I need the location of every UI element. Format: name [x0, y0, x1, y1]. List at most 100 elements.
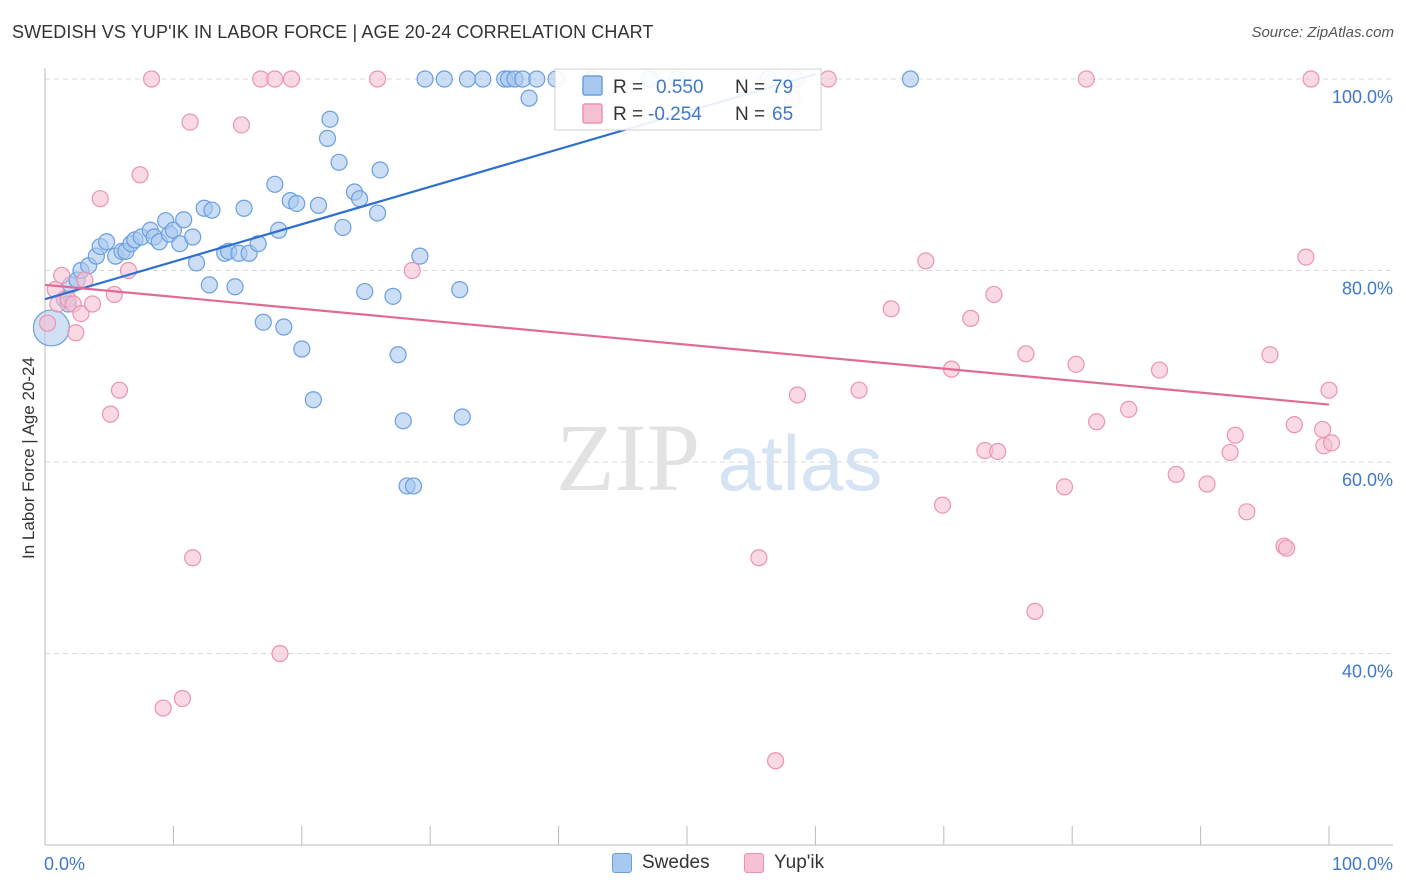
stats-n-value-yupik: 65 — [772, 104, 793, 125]
data-point-yupik — [1150, 361, 1169, 379]
data-point-swedes — [350, 190, 369, 208]
data-point-yupik — [1226, 426, 1244, 444]
data-point-yupik — [989, 442, 1007, 461]
trend-line-yupik — [44, 283, 1330, 406]
data-point-swedes — [184, 228, 202, 246]
data-point-yupik — [1055, 478, 1074, 496]
data-point-yupik — [110, 381, 129, 399]
data-point-yupik — [101, 405, 120, 423]
x-tick-label-min: 0.0% — [44, 854, 85, 874]
data-point-swedes — [288, 194, 306, 213]
legend-label-yupik: Yup'ik — [774, 852, 825, 873]
data-point-swedes — [293, 340, 311, 358]
data-point-swedes — [435, 70, 453, 88]
stats-r-label-swedes: R = — [613, 77, 643, 98]
data-point-yupik — [368, 70, 387, 88]
data-point-yupik — [788, 386, 807, 404]
data-point-swedes — [275, 318, 293, 336]
legend-swatch-yupik — [744, 853, 764, 873]
y-tick-label: 40.0% — [1342, 662, 1393, 682]
data-point-yupik — [1261, 346, 1279, 364]
data-point-yupik — [1285, 416, 1303, 434]
data-point-yupik — [819, 70, 837, 88]
data-point-yupik — [1026, 602, 1044, 620]
data-point-yupik — [1167, 465, 1185, 484]
data-point-yupik — [750, 549, 768, 567]
y-axis-label: In Labor Force | Age 20-24 — [19, 357, 38, 559]
data-point-yupik — [1077, 70, 1095, 88]
data-point-yupik — [142, 70, 161, 88]
data-point-yupik — [282, 70, 301, 88]
stats-legend: R = 0.550 N = 79 R = -0.254 N = 65 — [554, 68, 822, 131]
data-point-yupik — [83, 295, 102, 313]
stats-r-value-yupik: -0.254 — [648, 104, 702, 125]
stats-r-value-swedes: 0.550 — [656, 77, 704, 98]
data-point-swedes — [318, 129, 337, 147]
data-point-yupik — [271, 644, 289, 663]
data-point-yupik — [67, 324, 85, 342]
data-point-swedes — [416, 70, 434, 88]
data-point-yupik — [985, 285, 1003, 304]
data-point-yupik — [181, 113, 199, 131]
data-point-swedes — [309, 196, 328, 214]
stats-n-label-swedes: N = — [735, 77, 765, 98]
data-point-yupik — [1087, 413, 1106, 431]
data-point-yupik — [184, 549, 202, 567]
data-point-yupik — [766, 752, 785, 770]
data-point-swedes — [371, 161, 389, 179]
data-point-yupik — [72, 304, 90, 323]
data-point-yupik — [1322, 434, 1341, 452]
data-point-swedes — [98, 233, 116, 251]
data-point-swedes — [453, 408, 471, 426]
data-point-yupik — [1278, 539, 1296, 557]
data-point-yupik — [232, 116, 251, 134]
data-point-swedes — [175, 211, 193, 229]
data-point-yupik — [1238, 503, 1256, 521]
data-point-swedes — [356, 282, 374, 301]
data-point-yupik — [1221, 443, 1239, 462]
data-point-swedes — [528, 70, 546, 88]
grid-layer — [45, 78, 1393, 654]
data-point-yupik — [882, 300, 900, 318]
data-point-yupik — [53, 266, 71, 284]
data-point-swedes — [321, 110, 339, 128]
stats-r-label-yupik: R = — [613, 104, 643, 125]
axis-layer: 100.0% 80.0% 60.0% 40.0% — [44, 68, 1393, 846]
stats-legend-swatch-swedes — [582, 75, 603, 96]
data-point-swedes — [368, 204, 387, 222]
stats-n-value-swedes: 79 — [772, 77, 793, 98]
data-point-yupik — [1302, 70, 1320, 88]
data-point-yupik — [1198, 475, 1216, 493]
data-point-swedes — [249, 235, 267, 253]
chart-title: SWEDISH VS YUP'IK IN LABOR FORCE | AGE 2… — [12, 22, 654, 42]
source-label: Source: ZipAtlas.com — [1251, 24, 1394, 41]
data-point-swedes — [235, 199, 253, 217]
data-point-swedes — [458, 70, 477, 88]
legend-swatch-swedes — [612, 853, 632, 873]
watermark-atlas: atlas — [718, 419, 883, 507]
data-point-yupik — [1017, 345, 1035, 363]
legend-item-yupik[interactable]: Yup'ik — [744, 852, 824, 874]
legend-label-swedes: Swedes — [642, 852, 710, 873]
x-tick-label-max: 100.0% — [1332, 854, 1393, 874]
data-point-swedes — [200, 276, 218, 294]
data-point-yupik — [1120, 400, 1138, 418]
data-point-swedes — [451, 281, 469, 299]
y-tick-label: 60.0% — [1342, 470, 1393, 490]
data-point-swedes — [474, 70, 492, 88]
data-point-yupik — [917, 252, 935, 270]
stats-legend-swatch-yupik — [582, 103, 603, 124]
legend-item-swedes[interactable]: Swedes — [612, 852, 710, 874]
stats-n-label-yupik: N = — [735, 104, 765, 125]
data-point-yupik — [850, 381, 868, 399]
data-point-swedes — [520, 89, 538, 107]
data-point-yupik — [403, 261, 421, 280]
data-point-yupik — [105, 285, 123, 304]
data-point-swedes — [411, 247, 429, 265]
watermark: ZIP atlas — [556, 404, 882, 511]
data-point-yupik — [91, 190, 109, 208]
data-point-yupik — [266, 70, 284, 88]
data-point-swedes — [901, 70, 920, 88]
data-point-swedes — [394, 412, 412, 430]
